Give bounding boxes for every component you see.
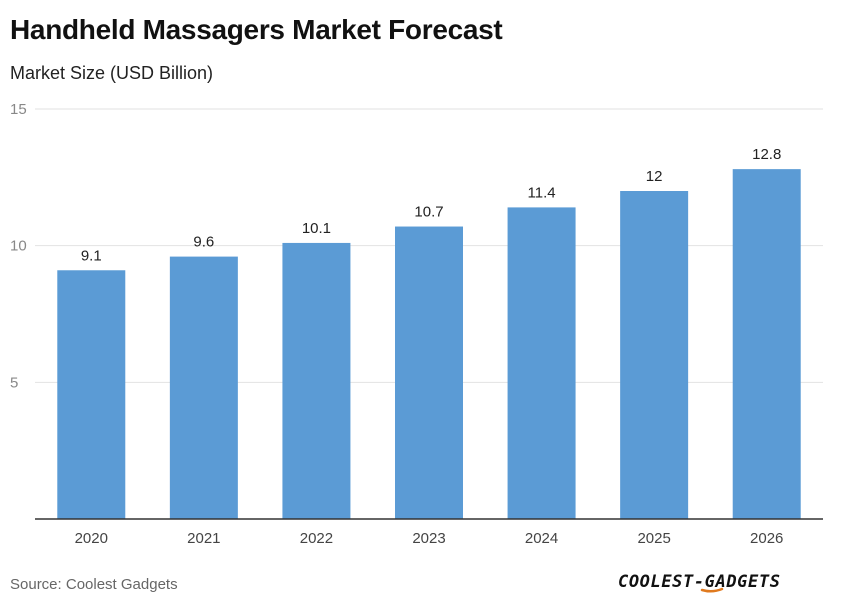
data-label: 9.1	[81, 247, 102, 264]
bar	[169, 256, 238, 519]
bars	[57, 169, 801, 520]
bar	[732, 169, 801, 519]
x-tick-label: 2025	[637, 530, 670, 547]
data-label: 12.8	[752, 146, 781, 163]
x-tick-label: 2020	[75, 530, 108, 547]
chart-title: Handheld Massagers Market Forecast	[10, 14, 503, 45]
source-note: Source: Coolest Gadgets	[10, 576, 178, 593]
bar	[507, 207, 576, 519]
axes: 5 10 15 2020 2021 2022 2023 2024 2025 2026	[10, 101, 823, 547]
bar	[620, 191, 689, 519]
data-label: 12	[646, 168, 663, 185]
chart-subtitle: Market Size (USD Billion)	[10, 63, 214, 83]
bar	[282, 242, 351, 519]
bar	[57, 270, 126, 519]
data-label: 9.6	[193, 234, 214, 251]
data-label: 11.4	[528, 184, 556, 201]
x-tick-label: 2024	[525, 530, 558, 547]
x-tick-label: 2026	[750, 530, 783, 547]
x-tick-label: 2021	[187, 530, 220, 547]
x-tick-label: 2022	[300, 530, 333, 547]
brand-logo: COOLEST-GADGETS	[618, 572, 781, 593]
data-labels: 9.1 9.6 10.1 10.7 11.4 12 12.8	[81, 146, 781, 264]
x-tick-label: 2023	[412, 530, 445, 547]
data-label: 10.7	[414, 204, 443, 221]
svg-text:COOLEST-GADGETS: COOLEST-GADGETS	[618, 572, 781, 592]
y-tick-label: 5	[10, 374, 18, 391]
bar	[395, 226, 463, 520]
y-tick-label: 10	[10, 238, 27, 255]
y-tick-label: 15	[10, 101, 27, 118]
data-label: 10.1	[302, 220, 331, 237]
